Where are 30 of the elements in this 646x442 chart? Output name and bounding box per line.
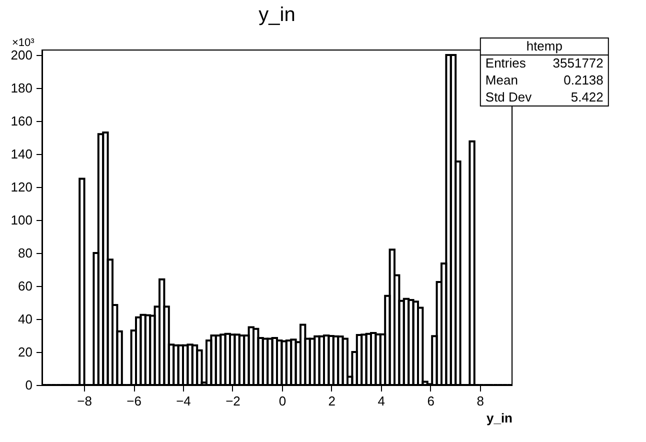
- text: 3551772: [552, 56, 604, 70]
- y-tick-label: 80: [18, 245, 32, 260]
- chart-title: y_in: [258, 4, 296, 26]
- annotation: Std Dev: [485, 90, 532, 104]
- x-tick-label: 4: [378, 394, 386, 408]
- y-tick-label: 20: [18, 344, 32, 360]
- annotation: Mean: [485, 72, 518, 88]
- x-tick-label: −4: [176, 394, 191, 408]
- y-tick-label: 200: [10, 47, 32, 62]
- x-axis-title: y_in: [486, 410, 513, 426]
- text: ×10³: [12, 37, 35, 49]
- y-tick-label: 100: [10, 212, 32, 228]
- y-tick-label: 60: [18, 278, 32, 294]
- y-tick-label: 160: [10, 113, 32, 128]
- text: htemp: [526, 38, 562, 54]
- y-tick-label: 120: [10, 179, 32, 194]
- x-tick-label: −2: [226, 394, 240, 408]
- y-tick-label: 140: [10, 146, 32, 162]
- x-tick-label: −6: [126, 394, 142, 408]
- x-tick-label: −8: [77, 394, 92, 408]
- y-tick-label: 180: [10, 80, 32, 96]
- x-tick-label: 2: [328, 394, 336, 408]
- y-tick-label: 40: [18, 311, 32, 326]
- x-tick-label: 8: [476, 394, 484, 408]
- annotation: Entries: [485, 56, 526, 70]
- x-tick-label: 0: [278, 394, 286, 408]
- text: 5.422: [570, 90, 604, 104]
- y-tick-label: 0: [25, 378, 32, 392]
- x-tick-label: 6: [427, 394, 434, 408]
- text: 0.2138: [564, 72, 604, 88]
